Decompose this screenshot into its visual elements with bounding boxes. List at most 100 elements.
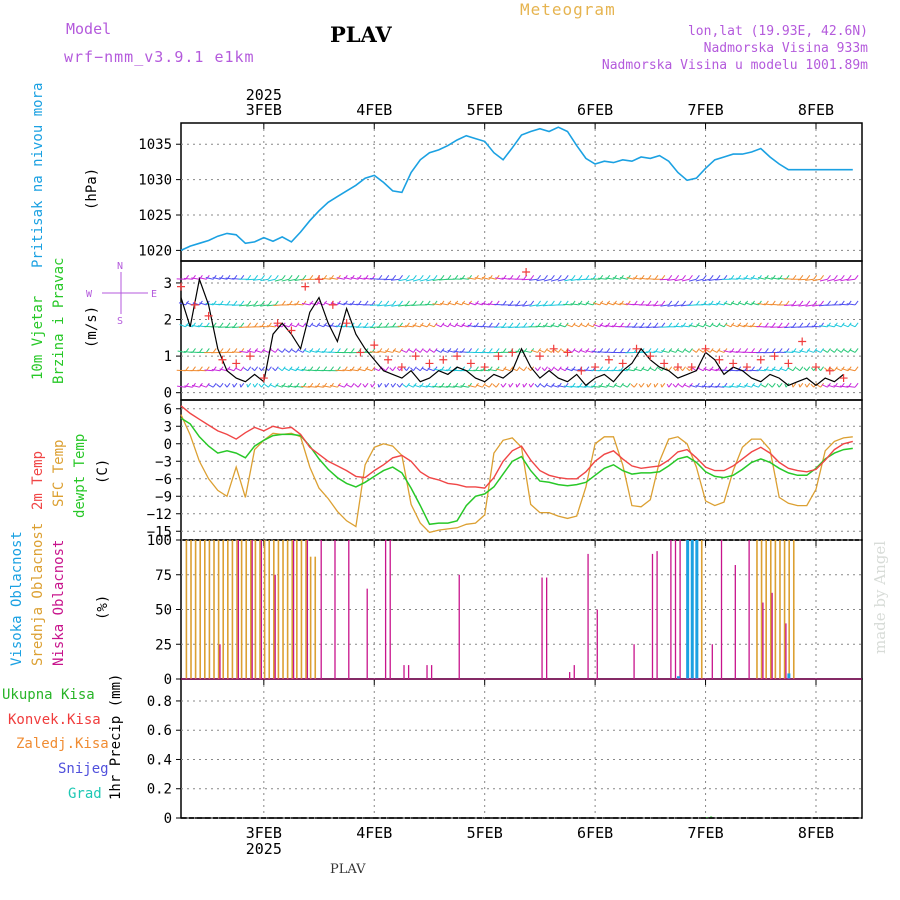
gust-marker (632, 344, 641, 353)
precip-legend-total: Ukupna Kisa (2, 687, 95, 703)
wind-barb (805, 304, 814, 307)
wind-barb-flag (633, 274, 638, 280)
coords-label: lon,lat (19.93E, 42.6N) (687, 24, 868, 39)
wind-barb-flag (792, 274, 797, 280)
wind-barb-flag (764, 382, 769, 388)
gust-marker (466, 359, 475, 368)
wind-barb (488, 277, 497, 280)
low-cloud-bar (596, 609, 598, 679)
wind-barb-flag (537, 274, 542, 280)
y-tick-label: 6 (164, 402, 172, 418)
wind-barb-flag (406, 382, 410, 388)
wind-barb (570, 385, 580, 388)
gust-marker (370, 341, 379, 350)
wind-barb-flag (261, 300, 265, 306)
low-cloud-bar (633, 644, 635, 679)
wind-barb (350, 277, 359, 280)
wind-barb (764, 277, 773, 280)
wind-barb (519, 367, 525, 372)
wind-barb-flag (744, 322, 749, 328)
wind-barb (605, 277, 614, 280)
wind-barb-flag (205, 348, 210, 353)
mid-cloud-bar (199, 540, 202, 679)
wind-barb-flag (406, 366, 410, 372)
mid-cloud-bar (227, 540, 229, 679)
wind-barb (435, 323, 442, 328)
station-title: PLAV (330, 22, 392, 47)
y-tick-label: 1020 (138, 243, 172, 259)
mid-cloud-bar (765, 540, 767, 679)
wind-barb (373, 367, 380, 372)
y-tick-label: 0.4 (147, 752, 172, 768)
wind-barb (239, 350, 248, 353)
wind-barb (646, 351, 655, 353)
dewpoint-line (180, 417, 853, 526)
wind-barb (703, 368, 711, 372)
wind-barb (523, 350, 531, 353)
wind-barb (678, 383, 683, 388)
wind-barb-flag (295, 366, 300, 372)
wind-barb-flag (695, 300, 700, 306)
wind-barb (660, 304, 669, 307)
gust-marker (328, 300, 337, 309)
wind-barb-flag (668, 300, 673, 306)
wind-barb (377, 304, 386, 307)
wind-barb (231, 351, 241, 353)
wind-barb-flag (433, 366, 438, 372)
wind-barb (573, 349, 580, 353)
wind-barb-flag (233, 300, 238, 306)
wind-barb-flag (854, 322, 859, 328)
wind-barb (847, 368, 856, 372)
wind-barb (501, 326, 511, 329)
low-cloud-bar (306, 540, 309, 679)
low-cloud-bar (679, 540, 681, 679)
y-tick-label: 1035 (138, 137, 172, 153)
wind-barb (400, 349, 407, 353)
wind-barb-flag (785, 300, 790, 306)
wind-barb (633, 368, 642, 372)
wind-barb (784, 304, 794, 307)
wind-barb (715, 385, 725, 388)
wind-barb-flag (689, 322, 693, 328)
wind-barb (810, 383, 815, 388)
wind-barb-flag (254, 300, 259, 306)
wind-barb-flag (509, 382, 514, 388)
wind-barb (494, 326, 504, 328)
wind-barb-flag (716, 300, 721, 306)
wind-barb-flag (475, 348, 479, 353)
wind-barb (822, 349, 828, 353)
wind-barb-flag (247, 322, 252, 328)
wind-barb (585, 350, 593, 353)
wind-barb (557, 385, 566, 388)
y-tick-label: 2 (164, 313, 172, 329)
wind-barb (593, 302, 600, 306)
year-label-top: 2025 (246, 86, 282, 104)
wind-barb (508, 326, 517, 329)
wind-barb (776, 383, 780, 388)
gust-marker (701, 344, 710, 353)
gust-marker (618, 359, 627, 368)
wind-barb (749, 369, 759, 372)
wind-barb-flag (219, 348, 224, 353)
wind-barb (653, 304, 662, 307)
wind-barb-flag (212, 322, 217, 328)
wind-barb-flag (419, 274, 424, 280)
wind-barb (846, 278, 856, 281)
wind-barb-flag (620, 382, 624, 388)
wind-barb-flag (364, 322, 369, 328)
wind-barb-flag (199, 348, 203, 353)
gust-marker (356, 348, 365, 357)
wind-barb (288, 278, 297, 282)
wind-barb-flag (509, 322, 514, 328)
wind-barb-flag (502, 322, 507, 328)
wind-barb-flag (557, 366, 562, 372)
wind-barb (322, 385, 331, 388)
wind-barb (686, 367, 690, 372)
wind-barb (315, 385, 324, 388)
wind-barb (606, 384, 614, 388)
gust-marker (259, 374, 268, 383)
wind-barb (433, 368, 442, 372)
low-cloud-bar (573, 665, 575, 679)
mid-cloud-bar (309, 556, 312, 679)
high-cloud-bar (686, 540, 690, 679)
